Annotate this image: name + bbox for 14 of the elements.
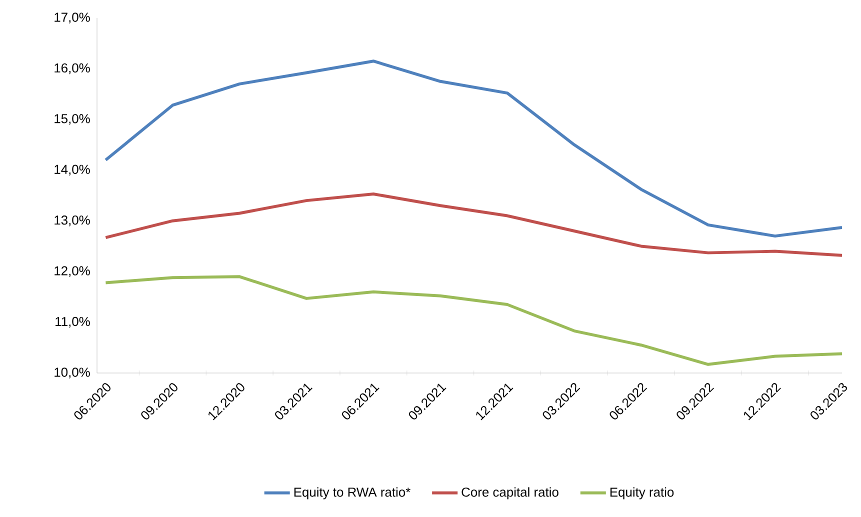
legend-label: Equity to RWA ratio* <box>294 487 410 500</box>
y-tick-label: 17,0% <box>54 12 90 24</box>
y-tick-label: 12,0% <box>54 266 90 277</box>
y-tick-label: 15,0% <box>54 114 90 125</box>
y-tick-label: 16,0% <box>54 63 90 74</box>
line-series <box>104 192 842 257</box>
y-tick-label: 11,0% <box>56 316 90 328</box>
line-series <box>104 60 842 238</box>
y-tick-label: 10,0% <box>54 368 90 378</box>
y-tick-label: 14,0% <box>54 164 90 176</box>
line-series <box>104 275 842 366</box>
legend-label: Core capital ratio <box>462 487 558 500</box>
y-tick-label: 13,0% <box>54 216 90 226</box>
legend-label: Equity ratio <box>610 487 674 500</box>
